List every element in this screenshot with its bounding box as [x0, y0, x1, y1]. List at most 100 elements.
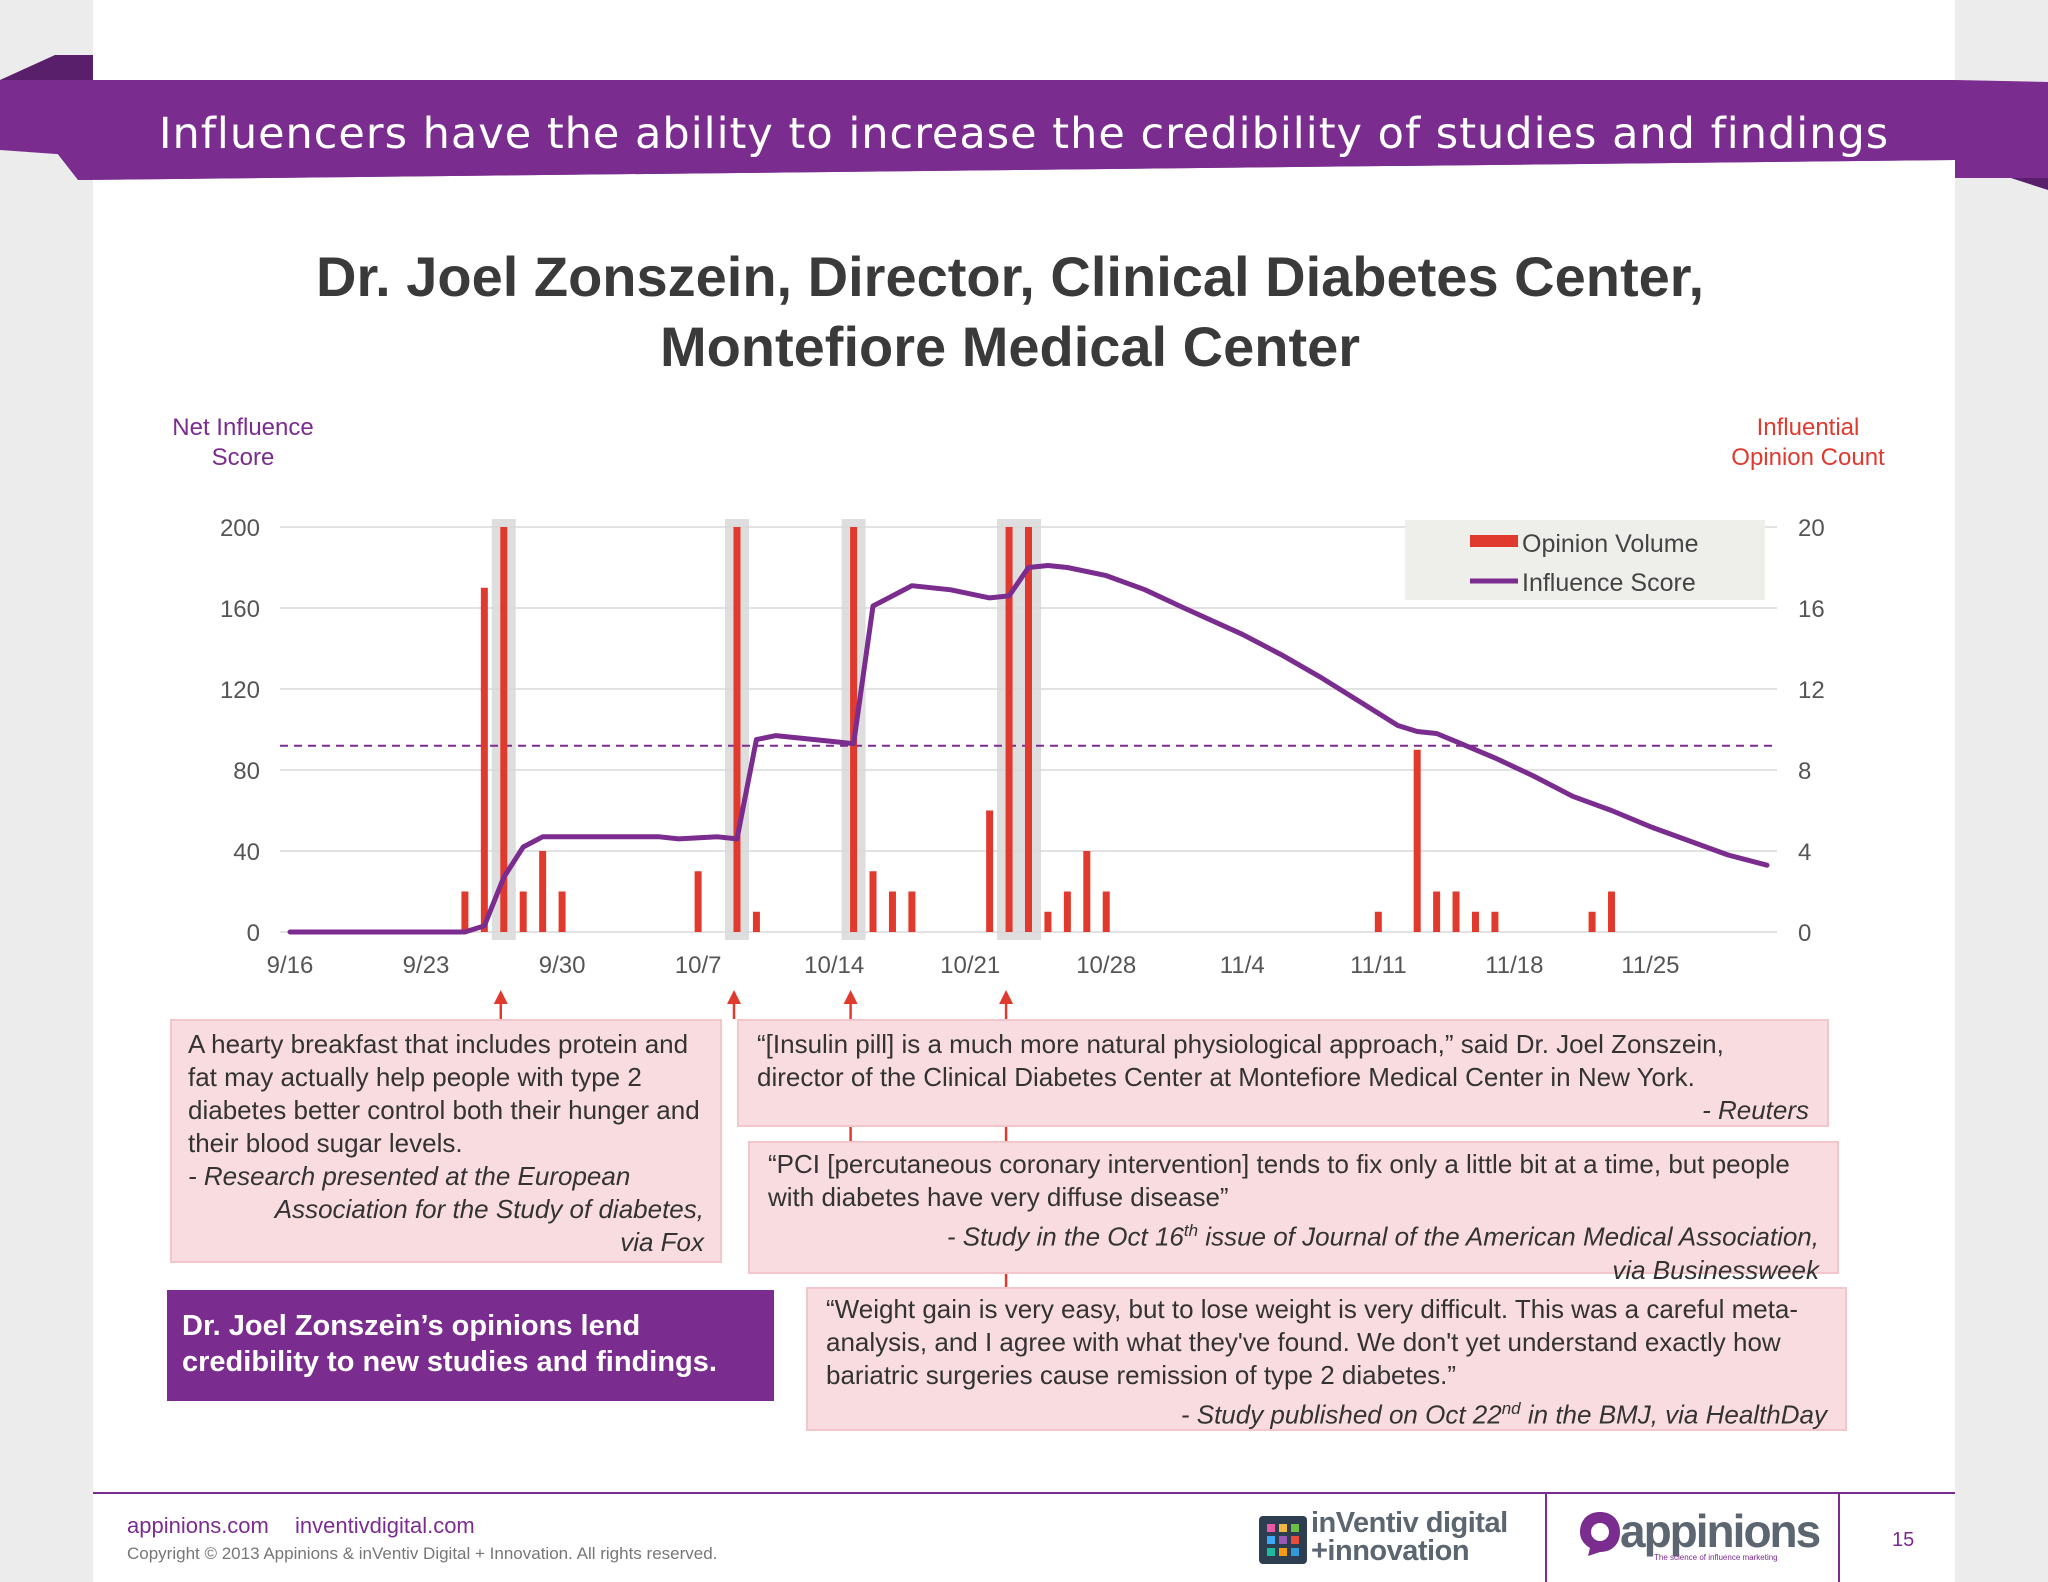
inventiv-logo-mark-icon — [1259, 1516, 1307, 1564]
footer-logo-divider — [1545, 1494, 1547, 1582]
opinion-volume-bar — [733, 527, 741, 932]
inventiv-logo-text: inVentiv digital +innovation — [1311, 1507, 1508, 1567]
x-tick-label: 10/28 — [1076, 952, 1136, 979]
appinions-logo-mark-icon — [1580, 1512, 1620, 1556]
callout-text: “PCI [percutaneous coronary intervention… — [768, 1149, 1790, 1212]
inventiv-link[interactable]: inventivdigital.com — [295, 1513, 475, 1538]
appinions-logo-tagline: The science of influence marketing — [1654, 1553, 1778, 1562]
callout-source-sup: nd — [1501, 1399, 1521, 1418]
opinion-volume-bar — [1005, 527, 1013, 932]
chart-title-line1: Dr. Joel Zonszein, Director, Clinical Di… — [316, 245, 1704, 308]
opinion-volume-bar — [1413, 749, 1421, 932]
inventiv-logo: inVentiv digital +innovation — [1259, 1507, 1509, 1568]
highlight-band — [997, 519, 1042, 940]
x-tick-label: 9/30 — [539, 952, 586, 979]
conclusion-box: Dr. Joel Zonszein’s opinions lend credib… — [167, 1290, 774, 1401]
callout-source-post: issue of Journal of the American Medical… — [1198, 1221, 1819, 1252]
x-tick-label: 9/16 — [267, 952, 314, 979]
callout-source-sup: th — [1183, 1221, 1199, 1240]
opinion-volume-bar — [1588, 911, 1596, 932]
left-axis-title: Net Influence Score — [150, 413, 336, 473]
opinion-volume-bar — [539, 851, 547, 932]
left-axis-title-line2: Score — [211, 444, 275, 471]
callout-arrow-head — [493, 990, 508, 1004]
opinion-volume-bar — [1491, 911, 1499, 932]
opinion-volume-bar — [869, 871, 877, 932]
opinion-volume-bar — [1471, 911, 1479, 932]
y-right-tick-label: 12 — [1798, 677, 1825, 704]
callout-source: - Study in the Oct 16th issue of Journal… — [768, 1214, 1819, 1287]
callout-source-line2: via Businessweek — [1612, 1254, 1819, 1285]
callout-source-line2: Association for the Study of diabetes, — [274, 1194, 704, 1224]
x-tick-label: 10/21 — [940, 952, 1000, 979]
opinion-volume-bar — [500, 527, 508, 932]
footer-links: appinions.com inventivdigital.com — [127, 1513, 495, 1539]
legend-swatch-opinion-volume — [1470, 535, 1518, 547]
opinion-volume-bar — [461, 891, 469, 932]
x-tick-label: 11/25 — [1621, 952, 1679, 979]
opinion-volume-bar — [519, 891, 527, 932]
right-axis-title-line2: Opinion Count — [1731, 444, 1885, 471]
opinion-volume-bar — [908, 891, 916, 932]
inventiv-logo-line2: +innovation — [1311, 1535, 1470, 1567]
callout-source: - Study published on Oct 22nd in the BMJ… — [826, 1392, 1827, 1432]
appinions-link[interactable]: appinions.com — [127, 1513, 269, 1538]
callout-source: - Research presented at the European Ass… — [188, 1160, 704, 1259]
inventiv-logo-line1: inVentiv digital — [1311, 1507, 1508, 1539]
footer-divider-line — [93, 1492, 1955, 1494]
y-left-tick-label: 40 — [233, 839, 260, 866]
opinion-volume-bar — [1433, 891, 1441, 932]
chart-title: Dr. Joel Zonszein, Director, Clinical Di… — [150, 242, 1870, 382]
y-right-tick-label: 4 — [1798, 839, 1811, 866]
opinion-volume-bar — [1608, 891, 1616, 932]
opinion-volume-bar — [1063, 891, 1071, 932]
appinions-logo-text: appinions — [1620, 1505, 1821, 1557]
callout-source-pre: - Study in the Oct 16 — [946, 1221, 1184, 1252]
callout-text: A hearty breakfast that includes protein… — [188, 1029, 700, 1158]
chart-title-line2: Montefiore Medical Center — [659, 315, 1361, 378]
callout-source-post: in the BMJ, via HealthDay — [1520, 1399, 1827, 1430]
x-tick-label: 10/14 — [804, 952, 864, 979]
banner-text: Influencers have the ability to increase… — [158, 109, 1890, 159]
y-right-tick-label: 8 — [1798, 758, 1811, 785]
y-right-tick-label: 0 — [1798, 920, 1811, 947]
callout-insulin-pill: “[Insulin pill] is a much more natural p… — [737, 1019, 1829, 1127]
y-left-tick-label: 120 — [220, 677, 260, 704]
x-tick-label: 11/4 — [1220, 952, 1265, 979]
opinion-volume-bar — [480, 587, 488, 932]
y-left-tick-label: 160 — [220, 596, 260, 623]
callout-source: - Reuters — [1702, 1095, 1809, 1125]
y-left-tick-label: 0 — [247, 920, 260, 947]
opinion-volume-bar — [1025, 527, 1032, 932]
opinion-volume-bar — [888, 891, 896, 932]
copyright-text: Copyright © 2013 Appinions & inVentiv Di… — [127, 1544, 718, 1563]
callout-pci-study: “PCI [percutaneous coronary intervention… — [748, 1141, 1839, 1285]
y-right-tick-label: 16 — [1798, 596, 1825, 623]
influence-score-line — [287, 563, 1770, 935]
opinion-volume-bar — [1044, 911, 1052, 932]
x-tick-label: 10/7 — [675, 952, 722, 979]
callout-breakfast-study: A hearty breakfast that includes protein… — [170, 1019, 722, 1263]
left-axis-title-line1: Net Influence — [172, 414, 314, 441]
footer-page-divider — [1838, 1494, 1840, 1582]
right-axis-title-line1: Influential — [1756, 414, 1860, 441]
banner-ribbon — [0, 55, 2048, 190]
legend-label-influence-score: Influence Score — [1522, 569, 1696, 597]
callout-text: “Weight gain is very easy, but to lose w… — [826, 1294, 1799, 1390]
title-banner: Influencers have the ability to increase… — [0, 0, 2048, 220]
callout-source-pre: - Study published on Oct 22 — [1180, 1399, 1502, 1430]
page-number: 15 — [1892, 1529, 1915, 1551]
legend-label-opinion-volume: Opinion Volume — [1522, 530, 1699, 558]
callout-arrow-head — [843, 990, 858, 1004]
y-left-tick-label: 200 — [220, 515, 260, 542]
callout-source-line3: via Fox — [620, 1227, 704, 1257]
callout-arrow-head — [999, 990, 1014, 1004]
x-tick-label: 11/11 — [1350, 952, 1407, 979]
legend-box — [1405, 520, 1765, 600]
opinion-volume-bar — [1102, 891, 1110, 932]
x-tick-label: 9/23 — [403, 952, 450, 979]
callout-text: “[Insulin pill] is a much more natural p… — [757, 1029, 1724, 1092]
appinions-logo: appinions The science of influence marke… — [1578, 1508, 1821, 1568]
y-left-tick-label: 80 — [233, 758, 260, 785]
